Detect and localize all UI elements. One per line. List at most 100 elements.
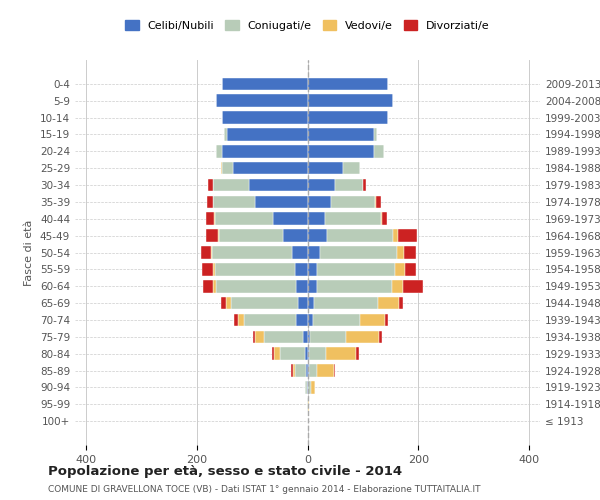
Bar — [216, 145, 221, 158]
Bar — [308, 263, 317, 276]
Bar — [317, 364, 334, 377]
Bar — [404, 246, 416, 259]
Bar — [398, 230, 417, 242]
Bar — [374, 128, 377, 141]
Bar — [317, 263, 395, 276]
Bar — [308, 178, 335, 192]
Bar — [308, 128, 374, 141]
Bar — [346, 330, 379, 343]
Bar — [335, 178, 363, 192]
Bar — [255, 196, 308, 208]
Bar — [378, 297, 399, 310]
Bar — [382, 212, 387, 225]
Bar — [308, 314, 313, 326]
Bar — [253, 330, 256, 343]
Bar — [385, 314, 388, 326]
Bar — [376, 196, 380, 208]
Bar — [283, 230, 308, 242]
Bar — [302, 330, 308, 343]
Bar — [308, 246, 320, 259]
Bar — [399, 297, 403, 310]
Bar — [317, 280, 392, 292]
Bar — [308, 196, 331, 208]
Bar — [231, 297, 298, 310]
Bar — [212, 246, 292, 259]
Bar — [215, 212, 273, 225]
Bar — [292, 364, 293, 377]
Bar — [395, 263, 405, 276]
Bar — [292, 246, 308, 259]
Bar — [394, 230, 398, 242]
Bar — [221, 297, 226, 310]
Bar — [405, 263, 416, 276]
Bar — [234, 314, 238, 326]
Bar — [320, 246, 397, 259]
Bar — [313, 314, 360, 326]
Bar — [327, 230, 394, 242]
Bar — [206, 212, 214, 225]
Bar — [221, 111, 308, 124]
Bar — [356, 348, 359, 360]
Bar — [264, 330, 302, 343]
Bar — [331, 196, 375, 208]
Bar — [202, 263, 214, 276]
Bar — [227, 128, 308, 141]
Bar — [308, 230, 327, 242]
Bar — [308, 94, 394, 107]
Y-axis label: Fasce di età: Fasce di età — [25, 220, 34, 286]
Bar — [215, 263, 295, 276]
Bar — [238, 314, 244, 326]
Bar — [203, 280, 214, 292]
Legend: Celibi/Nubili, Coniugati/e, Vedovi/e, Divorziati/e: Celibi/Nubili, Coniugati/e, Vedovi/e, Di… — [121, 16, 494, 35]
Bar — [226, 297, 231, 310]
Bar — [274, 348, 280, 360]
Bar — [397, 246, 404, 259]
Bar — [308, 78, 388, 90]
Bar — [214, 280, 216, 292]
Bar — [208, 196, 213, 208]
Bar — [221, 145, 308, 158]
Bar — [256, 330, 264, 343]
Bar — [308, 145, 374, 158]
Bar — [326, 348, 356, 360]
Bar — [308, 381, 311, 394]
Bar — [221, 162, 233, 174]
Bar — [214, 263, 215, 276]
Text: Popolazione per età, sesso e stato civile - 2014: Popolazione per età, sesso e stato civil… — [48, 465, 402, 478]
Bar — [360, 314, 385, 326]
Bar — [244, 314, 296, 326]
Bar — [308, 111, 388, 124]
Bar — [216, 94, 308, 107]
Bar — [280, 348, 305, 360]
Bar — [374, 145, 384, 158]
Bar — [325, 212, 380, 225]
Bar — [273, 212, 308, 225]
Bar — [295, 263, 308, 276]
Bar — [296, 314, 308, 326]
Bar — [364, 178, 366, 192]
Bar — [219, 230, 283, 242]
Bar — [314, 297, 378, 310]
Bar — [308, 364, 317, 377]
Bar — [309, 348, 326, 360]
Bar — [295, 364, 307, 377]
Bar — [224, 128, 227, 141]
Bar — [308, 280, 317, 292]
Text: COMUNE DI GRAVELLONA TOCE (VB) - Dati ISTAT 1° gennaio 2014 - Elaborazione TUTTA: COMUNE DI GRAVELLONA TOCE (VB) - Dati IS… — [48, 485, 481, 494]
Bar — [250, 178, 308, 192]
Bar — [308, 162, 343, 174]
Bar — [214, 178, 250, 192]
Bar — [305, 381, 307, 394]
Bar — [334, 364, 335, 377]
Bar — [214, 196, 255, 208]
Bar — [214, 212, 215, 225]
Bar — [293, 364, 295, 377]
Bar — [343, 162, 360, 174]
Bar — [221, 78, 308, 90]
Bar — [403, 280, 422, 292]
Bar — [311, 381, 315, 394]
Bar — [375, 196, 376, 208]
Bar — [211, 246, 212, 259]
Bar — [208, 178, 213, 192]
Bar — [392, 280, 403, 292]
